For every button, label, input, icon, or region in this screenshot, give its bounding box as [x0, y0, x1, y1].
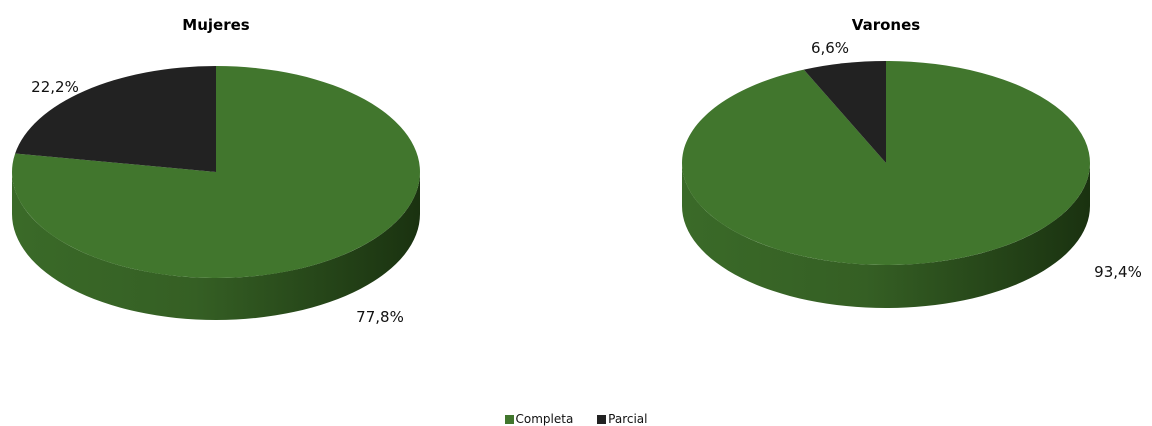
pie-slices [682, 61, 1090, 265]
chart-title-mujeres: Mujeres [182, 16, 249, 34]
legend: Completa Parcial [0, 412, 1152, 426]
pie-side-completa [682, 163, 1090, 308]
pie-slices [11, 66, 420, 278]
pie-slice-completa [11, 66, 420, 278]
pie-3d-side [682, 163, 1090, 308]
data-label-mujeres-parcial: 22,2% [31, 78, 79, 96]
data-label-varones-parcial: 6,6% [811, 39, 849, 57]
legend-label-parcial: Parcial [608, 412, 648, 426]
data-label-mujeres-completa: 77,8% [356, 308, 404, 326]
data-label-varones-completa: 93,4% [1094, 263, 1142, 281]
legend-item-completa: Completa [504, 412, 574, 426]
pie-slice-parcial [803, 61, 886, 163]
pie-3d-side [12, 172, 420, 320]
legend-label-completa: Completa [515, 412, 574, 426]
chart-title-varones: Varones [852, 16, 920, 34]
legend-swatch-completa [504, 415, 514, 424]
pie-slice-parcial [15, 66, 216, 172]
legend-swatch-parcial [597, 415, 607, 424]
mujeres-pie-chart: Mujeres 22,2% 77,8% [11, 16, 420, 326]
pie-side-completa [12, 172, 420, 320]
legend-item-parcial: Parcial [597, 412, 647, 426]
varones-pie-chart: Varones 6,6% 93,4% [682, 16, 1142, 308]
